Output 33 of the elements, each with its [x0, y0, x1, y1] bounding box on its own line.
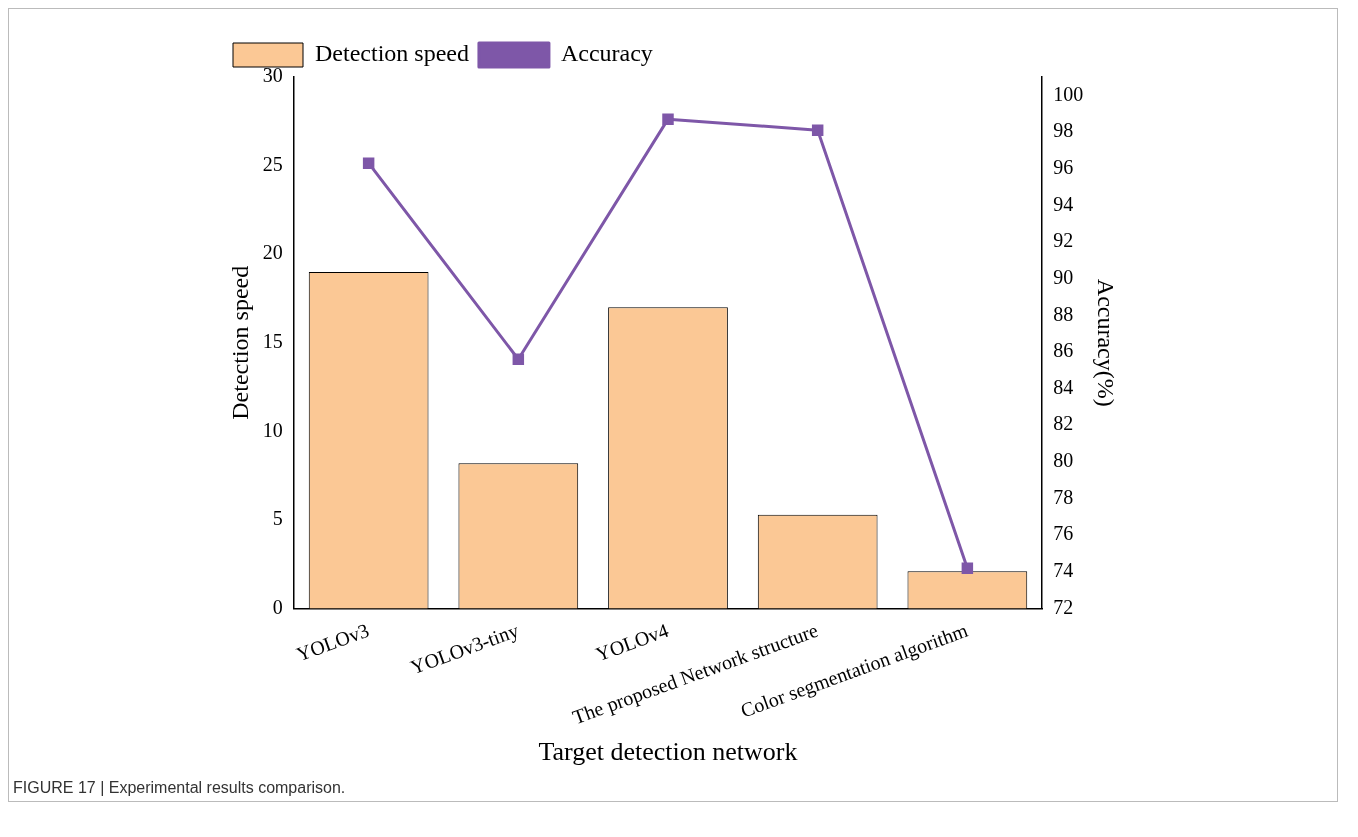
caption: FIGURE 17 | Experimental results comparison. — [13, 779, 347, 797]
y2-tick-label: 86 — [1053, 339, 1074, 362]
point — [512, 353, 525, 366]
y-axis-title: Detection speed — [226, 265, 253, 420]
y2-tick-label: 98 — [1053, 119, 1074, 142]
y2-tick-label: 76 — [1053, 522, 1074, 545]
y2-tick-label: 84 — [1053, 375, 1074, 398]
y2-tick-label: 82 — [1053, 412, 1074, 435]
y2-tick-label: 92 — [1053, 229, 1074, 252]
point — [811, 124, 824, 136]
y2-tick-label: 80 — [1053, 449, 1074, 472]
y-tick-label: 25 — [262, 152, 283, 175]
y-tick-label: 20 — [262, 241, 283, 264]
legend-label: Detection speed — [315, 40, 469, 67]
point — [662, 113, 674, 125]
y-tick-label: 5 — [272, 507, 283, 530]
y-tick-label: 15 — [262, 330, 283, 353]
y-tick-label: 0 — [272, 595, 283, 618]
y2-tick-label: 96 — [1053, 155, 1074, 178]
x-axis-title: Target detection network — [538, 737, 798, 767]
y2-tick-label: 78 — [1053, 485, 1074, 508]
y-tick-label: 30 — [262, 64, 283, 87]
y2-tick-label: 90 — [1053, 265, 1074, 288]
legend-label: Accuracy — [560, 40, 653, 67]
y2-tick-label: 72 — [1053, 595, 1074, 618]
point — [961, 562, 974, 574]
y-tick-label: 10 — [262, 418, 283, 441]
y2-axis-title: Accuracy(%) — [1093, 278, 1120, 407]
y2-tick-label: 74 — [1053, 559, 1074, 582]
y2-tick-label: 94 — [1053, 192, 1074, 215]
y2-tick-label: 88 — [1053, 302, 1074, 325]
point — [362, 157, 375, 169]
y2-tick-label: 100 — [1053, 82, 1084, 105]
